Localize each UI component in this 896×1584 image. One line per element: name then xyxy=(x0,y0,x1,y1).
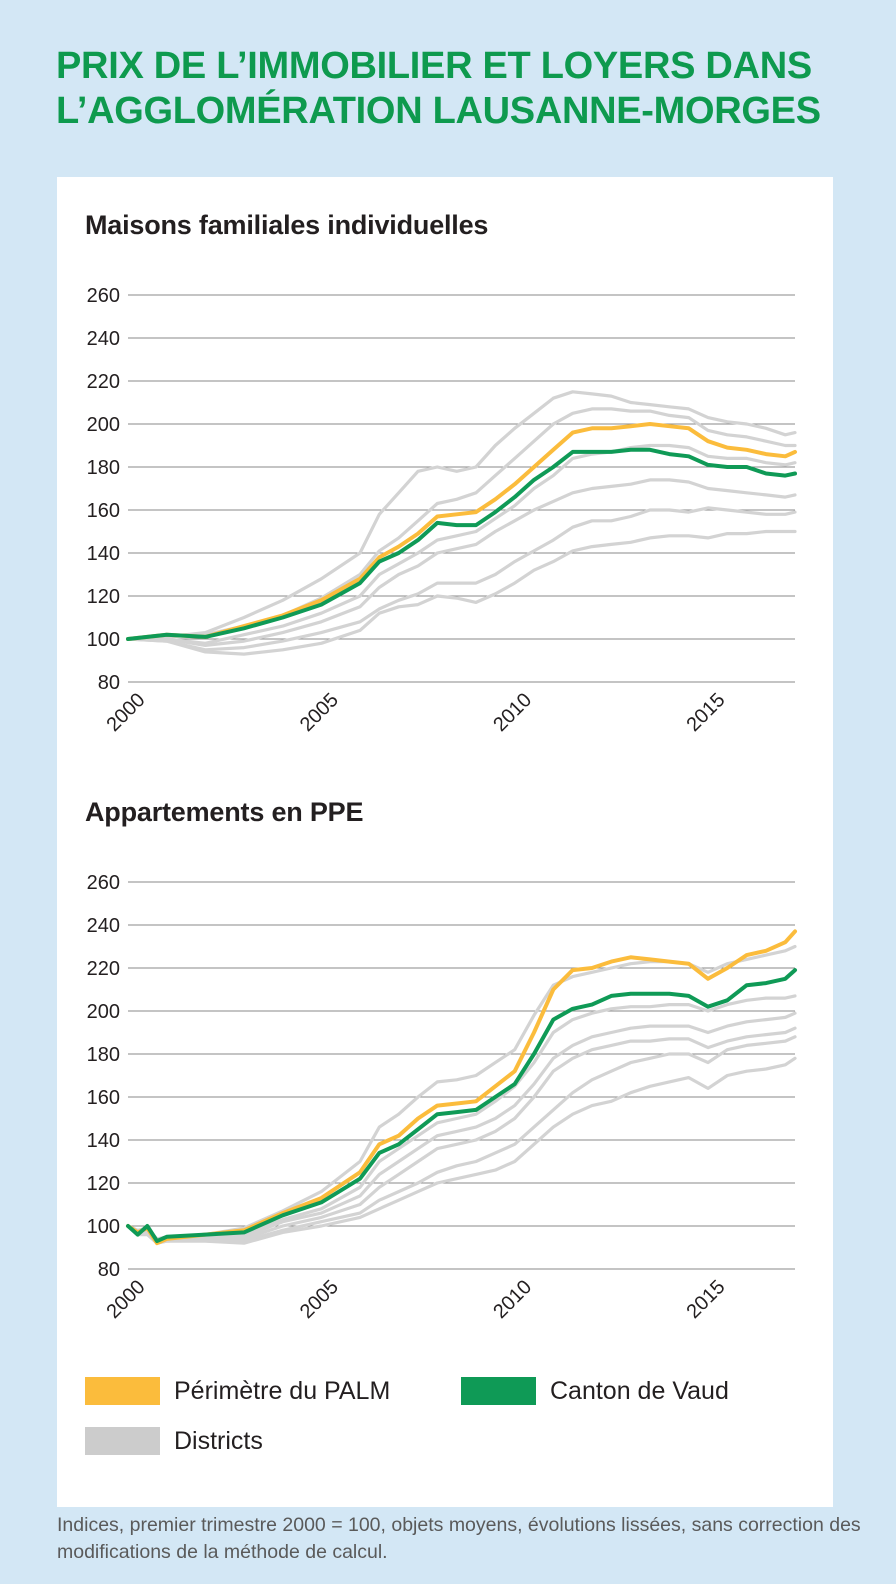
x-tick-label: 2000 xyxy=(103,689,150,736)
legend-label-districts: Districts xyxy=(174,1426,263,1455)
series-line-district xyxy=(126,944,797,1241)
x-tick-label: 2005 xyxy=(296,1276,343,1323)
series-line-district xyxy=(126,443,797,645)
footnote: Indices, premier trimestre 2000 = 100, o… xyxy=(57,1514,861,1563)
y-tick-label: 200 xyxy=(87,1001,120,1023)
series-line-palm xyxy=(126,929,797,1246)
y-tick-label: 80 xyxy=(98,672,120,694)
legend-swatch-vaud xyxy=(461,1377,536,1405)
chart-houses: 80 100 120 140 160 180 200 220 240 260 2000 2005 201… xyxy=(87,285,797,736)
series-line-district xyxy=(126,1056,797,1245)
y-tick-label: 160 xyxy=(87,500,120,522)
series-line-district xyxy=(126,994,797,1243)
y-tick-label: 80 xyxy=(98,1259,120,1281)
series-line-palm xyxy=(126,422,797,641)
x-tick-label: 2010 xyxy=(489,1276,536,1323)
y-tick-label: 100 xyxy=(87,629,120,651)
x-tick-label: 2010 xyxy=(489,689,536,736)
legend-label-palm: Périmètre du PALM xyxy=(174,1376,391,1405)
y-tick-label: 260 xyxy=(87,872,120,894)
chart-apartments: 80 100 120 140 160 180 200 220 240 260 2000 2005 201… xyxy=(87,872,797,1323)
series-line-district xyxy=(126,529,797,656)
y-tick-label: 180 xyxy=(87,1044,120,1066)
series-line-district xyxy=(126,1026,797,1243)
chart-title-apartments: Appartements en PPE xyxy=(85,797,364,827)
series-line-district xyxy=(126,478,797,647)
series-line-vaud xyxy=(126,968,797,1244)
y-tick-label: 220 xyxy=(87,371,120,393)
y-tick-label: 220 xyxy=(87,958,120,980)
legend-item-palm: Périmètre du PALM xyxy=(85,1376,390,1406)
y-tick-label: 240 xyxy=(87,915,120,937)
title-line-1: PRIX DE L’IMMOBILIER ET LOYERS DANS xyxy=(56,45,812,87)
legend: Périmètre du PALM Canton de Vaud Distric… xyxy=(85,1373,825,1473)
y-tick-label: 120 xyxy=(87,1173,120,1195)
chart-title-houses: Maisons familiales individuelles xyxy=(85,210,489,240)
series-line-district xyxy=(126,390,797,641)
y-tick-label: 100 xyxy=(87,1216,120,1238)
x-tick-label: 2015 xyxy=(683,689,730,736)
legend-swatch-districts xyxy=(85,1427,160,1455)
y-tick-label: 200 xyxy=(87,414,120,436)
legend-item-vaud: Canton de Vaud xyxy=(461,1376,729,1406)
series-line-district xyxy=(126,506,797,652)
x-tick-label: 2005 xyxy=(296,689,343,736)
series-line-district xyxy=(126,1035,797,1245)
title-line-2: L’AGGLOMÉRATION LAUSANNE-MORGES xyxy=(56,90,821,132)
series-line-district xyxy=(126,1011,797,1243)
x-tick-label: 2000 xyxy=(103,1276,150,1323)
y-tick-label: 180 xyxy=(87,457,120,479)
chart-panel: Maisons familiales individuelles 80 100 12… xyxy=(57,177,833,1507)
legend-item-districts: Districts xyxy=(85,1426,263,1456)
page-title: PRIX DE L’IMMOBILIER ET LOYERS DANS L’AG… xyxy=(56,44,856,134)
y-tick-label: 160 xyxy=(87,1087,120,1109)
y-tick-label: 140 xyxy=(87,1130,120,1152)
y-tick-label: 120 xyxy=(87,586,120,608)
y-tick-label: 140 xyxy=(87,543,120,565)
legend-label-vaud: Canton de Vaud xyxy=(550,1376,729,1405)
series-line-vaud xyxy=(126,447,797,641)
y-tick-label: 240 xyxy=(87,328,120,350)
x-tick-label: 2015 xyxy=(683,1276,730,1323)
legend-swatch-palm xyxy=(85,1377,160,1405)
y-tick-label: 260 xyxy=(87,285,120,307)
